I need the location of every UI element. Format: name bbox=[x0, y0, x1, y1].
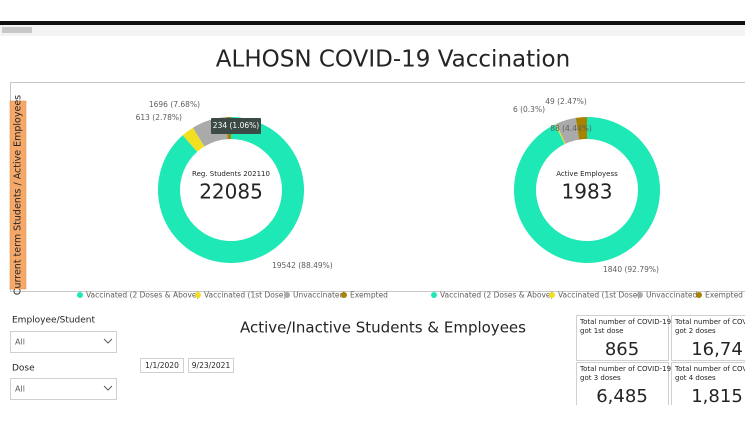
toolbar-icons bbox=[2, 27, 32, 33]
data-label: 613 (2.78%) bbox=[136, 113, 182, 122]
window-bar bbox=[0, 21, 745, 25]
legend-swatch bbox=[284, 292, 290, 298]
donut-slice bbox=[182, 127, 205, 152]
chart-panel bbox=[10, 82, 745, 292]
kpi-label: Total number of COVID-19 bbox=[674, 365, 745, 373]
legend-label: Vaccinated (2 Doses & Above) bbox=[440, 291, 554, 300]
date-start: 1/1/2020 bbox=[145, 361, 179, 370]
filter-label: Employee/Student bbox=[12, 316, 96, 326]
kpi-card bbox=[671, 362, 745, 408]
kpi-label: got 1st dose bbox=[580, 327, 623, 335]
legend-label: Unvaccinated bbox=[646, 291, 698, 300]
legend-label: Vaccinated (1st Dose) bbox=[204, 291, 286, 300]
legend-swatch bbox=[77, 292, 83, 298]
center-value: 22085 bbox=[199, 180, 263, 204]
side-label-box bbox=[9, 100, 27, 290]
legend-swatch bbox=[549, 292, 555, 298]
dropdown-value: All bbox=[15, 385, 25, 394]
legend-swatch bbox=[696, 292, 702, 298]
donut-slice bbox=[157, 117, 304, 263]
date-end: 9/23/2021 bbox=[192, 361, 231, 370]
center-label: Active Employess bbox=[556, 170, 618, 178]
kpi-label: got 2 doses bbox=[675, 327, 716, 335]
legend-label: Exempted bbox=[705, 291, 743, 300]
data-label: 49 (2.47%) bbox=[545, 97, 587, 106]
date-box[interactable] bbox=[140, 358, 184, 373]
kpi-label: Total number of COVID-19 bbox=[579, 318, 671, 326]
dropdown[interactable] bbox=[10, 331, 117, 353]
center-label: Reg. Students 202110 bbox=[192, 170, 270, 178]
center-value: 1983 bbox=[562, 180, 613, 204]
chevron bbox=[103, 338, 113, 344]
page-title: ALHOSN COVID-19 Vaccination bbox=[216, 47, 570, 73]
kpi-card bbox=[576, 315, 669, 361]
kpi-value: 1,815 bbox=[691, 386, 743, 407]
data-label: 234 (1.06%) bbox=[213, 121, 259, 130]
data-label: 1840 (92.79%) bbox=[603, 265, 659, 274]
kpi-value: 16,74 bbox=[691, 339, 743, 360]
data-label: 6 (0.3%) bbox=[513, 105, 545, 114]
legend-label: Exempted bbox=[350, 291, 388, 300]
data-label: 1696 (7.68%) bbox=[149, 100, 200, 109]
filter-label: Dose bbox=[12, 364, 35, 374]
date-box[interactable] bbox=[188, 358, 234, 373]
legend-label: Vaccinated (2 Doses & Above) bbox=[86, 291, 200, 300]
label-box bbox=[211, 118, 261, 134]
section-title: Active/Inactive Students & Employees bbox=[240, 319, 526, 337]
kpi-label: Total number of COVID-19 bbox=[579, 365, 671, 373]
page-bottom bbox=[0, 405, 745, 431]
legend-label: Unvaccinated bbox=[293, 291, 345, 300]
legend-swatch bbox=[637, 292, 643, 298]
chevron bbox=[103, 385, 113, 391]
dropdown-value: All bbox=[15, 338, 25, 347]
kpi-card bbox=[576, 362, 669, 408]
donut-slice bbox=[514, 117, 661, 263]
toolbar bbox=[0, 25, 745, 36]
side-label: Current term Students / Active Employees bbox=[13, 95, 24, 295]
donut-slice bbox=[575, 117, 587, 140]
legend-swatch bbox=[431, 292, 437, 298]
kpi-label: got 4 doses bbox=[675, 374, 716, 382]
donut-slice bbox=[555, 123, 566, 145]
dropdown[interactable] bbox=[10, 378, 117, 400]
legend-label: Vaccinated (1st Dose) bbox=[558, 291, 640, 300]
data-label: 19542 (88.49%) bbox=[272, 261, 333, 270]
kpi-value: 865 bbox=[605, 339, 639, 360]
kpi-label: got 3 doses bbox=[580, 374, 621, 382]
legend-swatch bbox=[341, 292, 347, 298]
kpi-card bbox=[671, 315, 745, 361]
legend-swatch bbox=[195, 292, 201, 298]
data-label: 88 (4.44%) bbox=[550, 124, 592, 133]
donut-slice bbox=[556, 117, 580, 144]
kpi-value: 6,485 bbox=[596, 386, 648, 407]
donut-charts: 19542 (88.49%) 613 (2.78%) 1696 (7.68%) 234… bbox=[77, 97, 743, 300]
kpi-label: Total number of COVID-19 bbox=[674, 318, 745, 326]
